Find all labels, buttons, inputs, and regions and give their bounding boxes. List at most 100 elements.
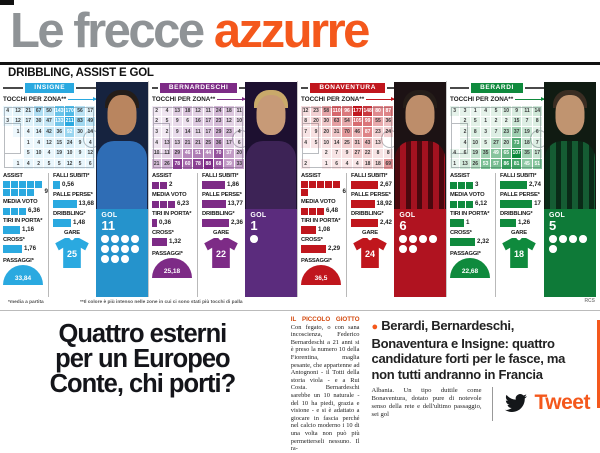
- media-voto-value: 6,23: [177, 199, 190, 207]
- media-voto-stat: MEDIA VOTO 6,48: [301, 199, 346, 215]
- heatmap-grid: 2 4 13 18 12 11 24 18 11 2 5 9 6 16 17 23 12 10 3 2 9 14 11 17 2…: [152, 106, 244, 169]
- article-column: IL PICCOLO GIOTTO Con fegato, o con sana…: [291, 316, 360, 452]
- panel-stats-column: BERNARDESCHI TOCCHI PER ZONA** 2 4 13 18 12 1…: [152, 82, 250, 297]
- palle-perse-label: PALLE PERSE*: [202, 192, 242, 198]
- heatmap-grid: 12 23 58 110 96 177 148 80 87 8 20 30 63 54 105 99 55 36 7…: [301, 106, 393, 169]
- headline-line-2: per un Europeo: [55, 345, 230, 373]
- gare-stat: GARE 25: [53, 230, 91, 268]
- palle-perse-label: PALLE PERSE*: [53, 192, 93, 198]
- page-corner-mark: [0, 0, 14, 5]
- bullet-icon: ●: [371, 321, 379, 333]
- assist-label: ASSIST: [450, 173, 470, 179]
- assist-value: 6: [342, 187, 346, 195]
- media-voto-label: MEDIA VOTO: [3, 199, 38, 205]
- passaggi-label: PASSAGGI*: [450, 250, 481, 257]
- cross-label: CROSS*: [3, 237, 25, 243]
- tiri-stat: TIRI IN PORTA* 0,36: [152, 211, 197, 227]
- cross-bar: [450, 237, 475, 246]
- gare-value: 24: [364, 249, 375, 259]
- falli-stat: FALLI SUBITI* 0,56: [53, 173, 94, 189]
- palle-perse-stat: PALLE PERSE* 18,92: [351, 192, 392, 208]
- gol-value: 5: [549, 218, 557, 233]
- palle-perse-value: 17: [534, 199, 541, 207]
- footnote-colore: **Il colore è più intenso nelle zone in …: [80, 300, 243, 305]
- stats-block: ASSIST 9 MEDIA VOTO 6,36 TIRI IN PORTA* …: [3, 173, 96, 297]
- panel-stats-column: INSIGNE TOCCHI PER ZONA** 4 12 21 67 50 143 17…: [3, 82, 101, 297]
- dribbling-bar: [500, 218, 516, 227]
- header-rule-left: [450, 86, 470, 89]
- falli-label: FALLI SUBITI*: [500, 173, 537, 179]
- zone-touches-row: TOCCHI PER ZONA**: [301, 95, 396, 104]
- tiri-bar: [3, 225, 20, 234]
- media-voto-squares: [3, 207, 26, 215]
- player-photo: [245, 82, 297, 209]
- passes-semicircle: 36,5: [301, 265, 341, 285]
- gol-label: GOL: [399, 212, 416, 219]
- credit-label: RCS: [584, 298, 595, 304]
- games-shirt-icon: 24: [352, 238, 388, 268]
- gare-stat: GARE 18: [500, 230, 538, 268]
- player-panel: BERNARDESCHI TOCCHI PER ZONA** 2 4 13 18 12 1…: [149, 81, 298, 297]
- falli-bar: [351, 180, 378, 189]
- tweet-button[interactable]: Tweet: [503, 391, 590, 415]
- falli-bar: [202, 180, 225, 189]
- assist-stat: ASSIST 6: [301, 173, 346, 196]
- dribbling-bar: [202, 218, 229, 227]
- palle-perse-label: PALLE PERSE*: [351, 192, 391, 198]
- passaggi-stat: PASSAGGI* 25,18: [152, 250, 197, 278]
- dribbling-bar: [351, 218, 378, 227]
- cross-label: CROSS*: [152, 230, 174, 236]
- assist-value: 3: [475, 180, 479, 188]
- tiri-bar: [301, 225, 316, 234]
- tiri-label: TIRI IN PORTA*: [3, 218, 43, 224]
- goal-dots: [549, 235, 587, 253]
- page-edge-bar: [597, 320, 600, 408]
- assist-stat: ASSIST 2: [152, 173, 197, 189]
- heatmap-grid: 3 3 1 4 5 10 9 11 14 2 5 1 2 2 15 7 8 2 8 3 7 23 37 19 6 4 10 5 27 20…: [450, 106, 542, 169]
- palle-perse-bar: [202, 199, 226, 208]
- player-panel: BONAVENTURA TOCCHI PER ZONA** 12 23 58 110 9…: [298, 81, 447, 297]
- passaggi-label: PASSAGGI*: [152, 250, 183, 257]
- passaggi-label: PASSAGGI*: [3, 257, 34, 264]
- games-shirt-icon: 18: [501, 238, 537, 268]
- gol-label: GOL: [549, 212, 566, 219]
- panel-header: BERNARDESCHI: [152, 82, 246, 93]
- dribbling-stat: DRIBBLING* 2,36: [202, 211, 243, 227]
- arrow-right-icon: [217, 97, 247, 101]
- header-rule-right: [239, 86, 246, 89]
- panel-header: BERARDI: [450, 82, 544, 93]
- gol-label: GOL: [250, 212, 267, 219]
- header-rule-right: [76, 86, 97, 89]
- dribbling-stat: DRIBBLING* 1,48: [53, 211, 94, 227]
- cross-label: CROSS*: [301, 237, 323, 243]
- tiri-bar: [152, 218, 157, 227]
- tiri-value: 1: [466, 218, 470, 226]
- falli-value: 1,86: [227, 180, 240, 188]
- player-name-badge: BERNARDESCHI: [159, 82, 238, 93]
- falli-value: 0,56: [62, 180, 75, 188]
- stats-block: ASSIST 3 MEDIA VOTO 6,12 TIRI IN PORTA* …: [450, 173, 544, 297]
- panel-stats-column: BONAVENTURA TOCCHI PER ZONA** 12 23 58 110 9…: [301, 82, 399, 297]
- panel-header: INSIGNE: [3, 82, 97, 93]
- heatmap-grid: 4 12 21 67 50 143 170 56 17 3 12 17 30 47 133 211 83 49 1 4…: [3, 106, 95, 169]
- games-shirt-icon: 22: [203, 238, 239, 268]
- gare-stat: GARE 22: [202, 230, 240, 268]
- horizontal-rule: [0, 62, 600, 65]
- standfirst-column: ● Berardi, Bernardeschi, Bonaventura e I…: [360, 316, 600, 421]
- side-note: Albania. Un tipo duttile come Bonaventur…: [371, 387, 482, 418]
- player-name-badge: BONAVENTURA: [310, 82, 386, 93]
- panel-photo-column: GOL 11: [96, 82, 148, 297]
- passaggi-label: PASSAGGI*: [301, 257, 332, 264]
- zone-touches-label: TOCCHI PER ZONA**: [152, 96, 216, 103]
- gare-value: 22: [215, 249, 226, 259]
- media-voto-squares: [152, 200, 175, 208]
- panel-stats-column: BERARDI TOCCHI PER ZONA** 3 3 1 4 5 10 9 11 14 2 5…: [450, 82, 548, 297]
- palle-perse-stat: PALLE PERSE* 13,77: [202, 192, 243, 208]
- falli-label: FALLI SUBITI*: [351, 173, 388, 179]
- palle-perse-value: 13,68: [78, 199, 94, 207]
- goals-box: GOL 1: [245, 209, 297, 297]
- cross-stat: CROSS* 1,76: [3, 237, 48, 253]
- zone-touches-row: TOCCHI PER ZONA**: [3, 95, 98, 104]
- palle-perse-value: 18,92: [376, 199, 392, 207]
- header-rule-left: [152, 86, 158, 89]
